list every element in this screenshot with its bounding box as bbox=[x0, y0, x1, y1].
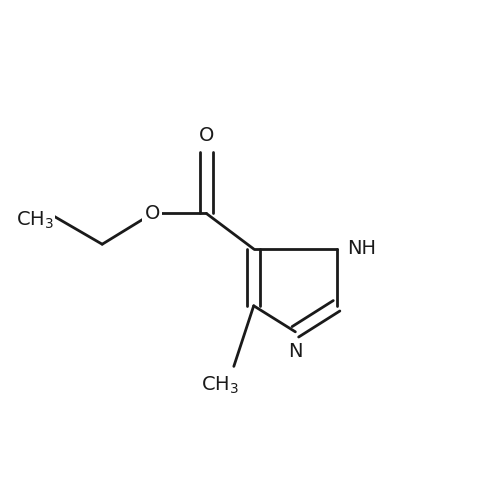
Text: NH: NH bbox=[347, 240, 376, 259]
Text: N: N bbox=[288, 342, 303, 361]
Text: O: O bbox=[199, 126, 214, 145]
Text: CH$_3$: CH$_3$ bbox=[201, 375, 239, 396]
Text: CH$_3$: CH$_3$ bbox=[16, 210, 54, 231]
Text: O: O bbox=[145, 204, 160, 223]
